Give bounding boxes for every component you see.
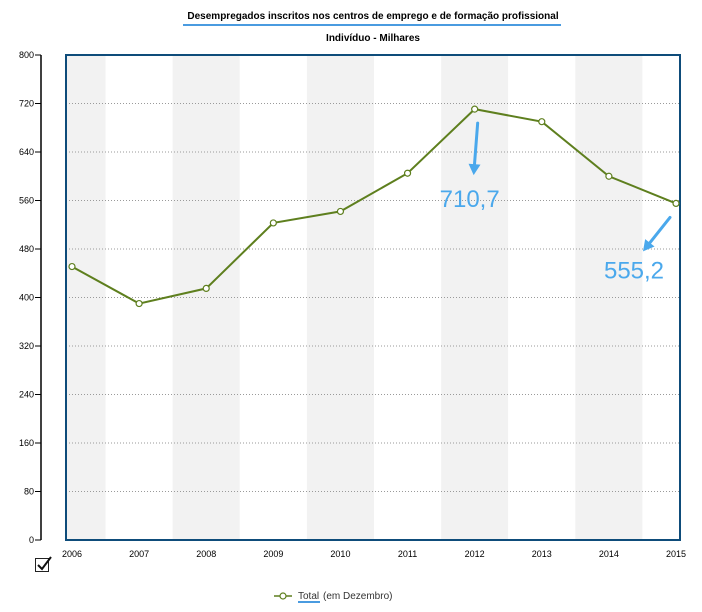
x-tick-label-2012: 2012 [465, 549, 485, 559]
legend[interactable]: Total (em Dezembro) [274, 591, 392, 603]
y-tick-label-0: 0 [29, 535, 34, 545]
data-point-2008[interactable] [202, 284, 210, 293]
data-point-2015[interactable] [672, 199, 680, 208]
band-2008 [172, 55, 240, 540]
y-tick-label-80: 80 [24, 487, 34, 497]
data-point-2014[interactable] [605, 172, 613, 180]
y-axis: 0 80 160 240 320 400 480 560 640 720 800 [19, 50, 41, 545]
y-tick-label-320: 320 [19, 341, 34, 351]
data-point-2006[interactable] [68, 262, 76, 271]
y-tick-label-240: 240 [19, 390, 34, 400]
x-tick-label-2011: 2011 [398, 549, 417, 559]
data-point-2012[interactable] [471, 105, 479, 113]
chart-title: Desempregados inscritos nos centros de e… [187, 11, 558, 22]
y-tick-label-160: 160 [19, 438, 34, 448]
band-2014 [575, 55, 643, 540]
y-tick-label-800: 800 [19, 50, 34, 60]
x-tick-label-2013: 2013 [532, 549, 552, 559]
data-point-2013[interactable] [538, 118, 546, 126]
y-tick-label-640: 640 [19, 147, 34, 157]
series-toggle-checkbox[interactable] [35, 556, 52, 572]
legend-marker [279, 592, 287, 600]
annotations: 710,7 555,2 [440, 121, 672, 284]
annotation-arrowhead-2015 [643, 239, 655, 252]
x-tick-label-2009: 2009 [263, 549, 283, 559]
y-tick-label-720: 720 [19, 99, 34, 109]
annotation-label-2015: 555,2 [604, 257, 664, 284]
annotation-arrow-2015 [648, 215, 672, 245]
plot-frame [65, 54, 681, 541]
x-tick-label-2015: 2015 [666, 549, 686, 559]
chart-subtitle: Indivíduo - Milhares [326, 33, 420, 44]
series-line-total [71, 108, 677, 305]
data-point-2011[interactable] [403, 169, 412, 177]
checkmark-icon [37, 556, 52, 571]
y-tick-label-480: 480 [19, 244, 34, 254]
x-tick-label-2008: 2008 [196, 549, 216, 559]
alternating-bands [66, 55, 680, 540]
data-points [68, 105, 680, 308]
annotation-arrow-2012 [473, 121, 480, 166]
data-point-2009[interactable] [269, 219, 277, 227]
legend-label-total[interactable]: Total [298, 591, 319, 602]
band-2013 [508, 55, 576, 540]
y-tick-label-400: 400 [19, 293, 34, 303]
data-point-2007[interactable] [135, 299, 143, 308]
legend-label-suffix: (em Dezembro) [323, 591, 392, 602]
x-axis: 2006 2007 2008 2009 2010 2011 2012 2013 2014 2015 [62, 549, 686, 559]
annotation-arrowhead-2012 [468, 163, 481, 176]
x-tick-label-2006: 2006 [62, 549, 82, 559]
y-tick-label-560: 560 [19, 196, 34, 206]
data-point-2010[interactable] [336, 207, 345, 216]
x-tick-label-2010: 2010 [330, 549, 350, 559]
annotation-label-2012: 710,7 [440, 186, 500, 213]
x-tick-label-2007: 2007 [129, 549, 149, 559]
x-tick-label-2014: 2014 [599, 549, 619, 559]
